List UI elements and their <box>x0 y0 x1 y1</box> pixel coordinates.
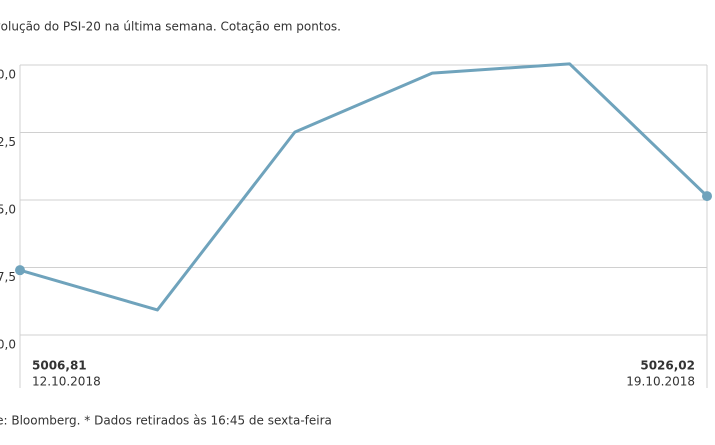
y-tick-label: 4990,0 <box>0 338 16 352</box>
x-tick-label: 12.10.2018 <box>32 375 101 389</box>
chart-title: Evolução do PSI-20 na última semana. Cot… <box>0 20 341 34</box>
y-tick-label: 5007,5 <box>0 270 16 284</box>
value-label: 5026,02 <box>640 359 695 373</box>
y-tick-label: 5060,0 <box>0 68 16 82</box>
value-label: 5006,81 <box>32 359 87 373</box>
line <box>19 62 709 312</box>
end-point <box>702 191 712 202</box>
end-point <box>15 265 25 276</box>
y-tick-label: 5042,5 <box>0 135 16 149</box>
y-tick-label: 5025,0 <box>0 203 16 217</box>
source: Fonte: Bloomberg. * Dados retirados às 1… <box>0 414 332 428</box>
x-tick-label: 19.10.2018 <box>626 375 695 389</box>
